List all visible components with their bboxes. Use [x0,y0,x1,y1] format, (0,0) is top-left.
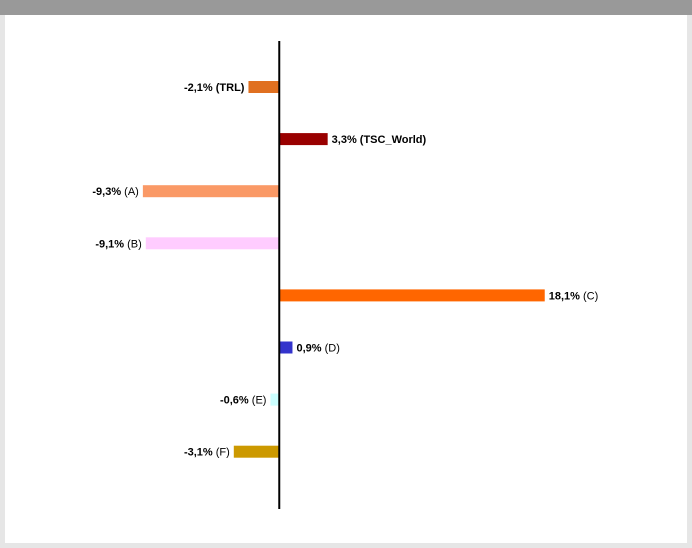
bar-a [142,185,280,198]
bar-d [279,341,293,354]
bar-tsc-world [279,133,328,146]
data-label-b: -9,1% (B) [95,238,141,250]
data-label-f: -3,1% (F) [184,447,230,459]
bar-c [279,289,545,302]
data-label-a: -9,3% (A) [92,186,138,198]
bar-chart: -2,1% (TRL) 3,3% (TSC_World) -9,3% (A) -9,1… [92,41,599,509]
data-label-d: 0,9% (D) [296,343,339,355]
bar-f [233,445,280,458]
bar-trl [248,81,280,93]
bar-e [270,393,280,406]
data-label-e: -0,6% (E) [220,395,266,407]
chart-title-bar [0,0,692,15]
data-label-c: 18,1% (C) [549,290,599,302]
chart-panel: -2,1% (TRL) 3,3% (TSC_World) -9,3% (A) -9,1… [5,15,687,543]
bar-b [145,237,280,250]
data-label-tsc-world: 3,3% (TSC_World) [332,134,427,146]
data-label-trl: -2,1% (TRL) [184,82,245,94]
